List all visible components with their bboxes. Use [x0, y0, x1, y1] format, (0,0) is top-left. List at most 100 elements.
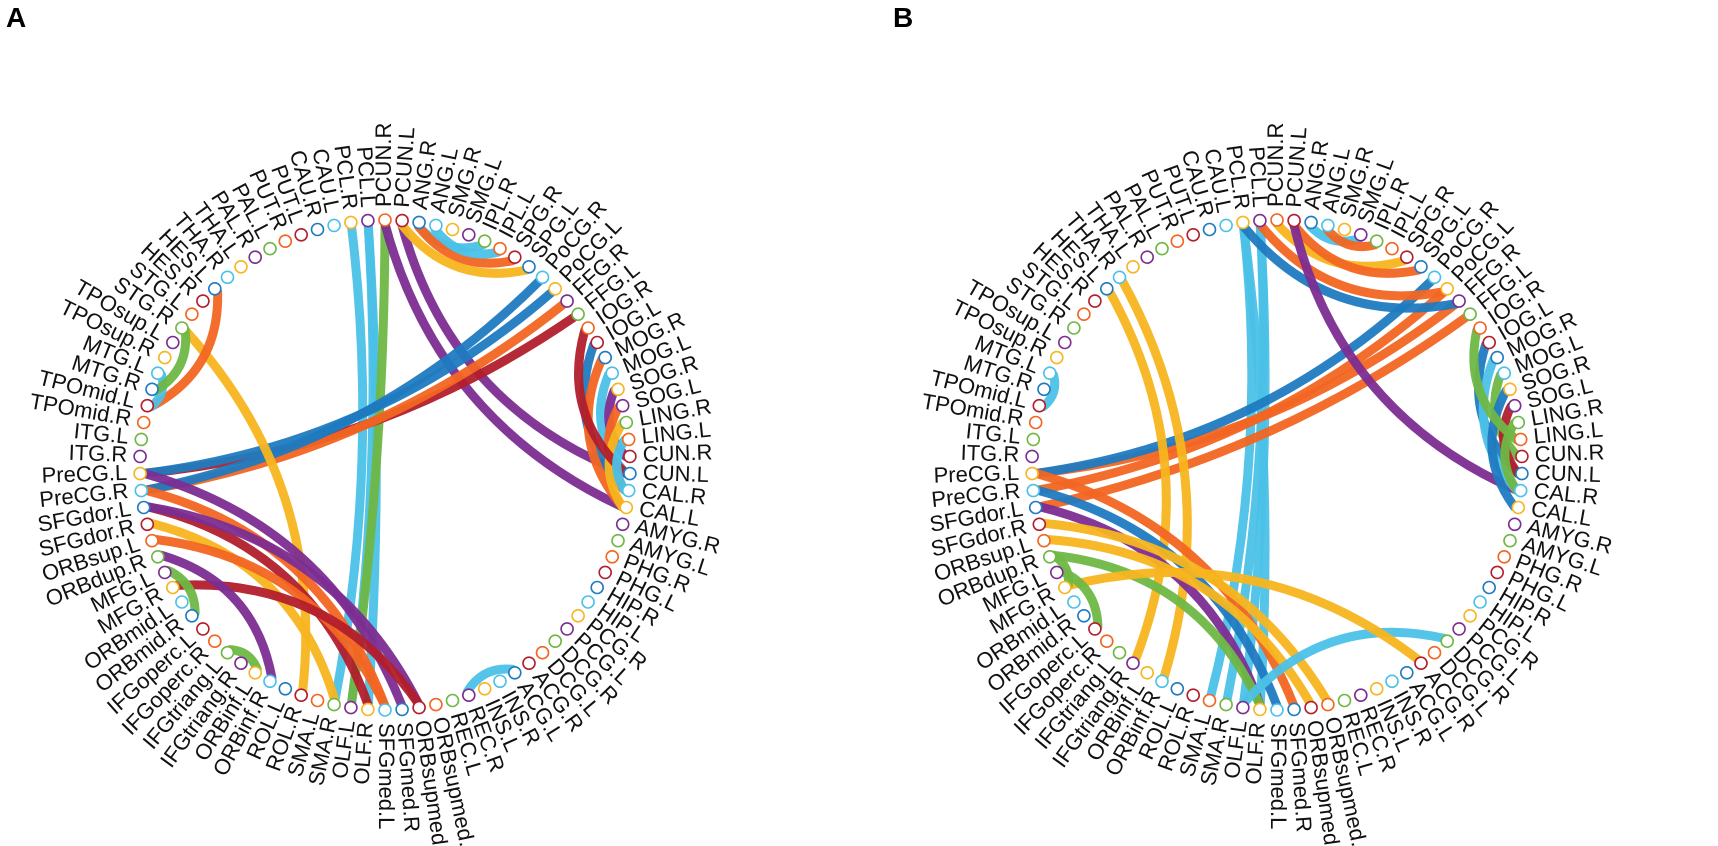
node-marker	[185, 307, 199, 322]
node-marker	[1270, 703, 1284, 717]
node-marker	[327, 218, 341, 233]
node-marker	[1170, 681, 1185, 696]
node-marker	[151, 366, 165, 381]
node-marker	[1511, 415, 1526, 430]
node-marker	[507, 665, 522, 680]
node-marker	[294, 688, 309, 703]
node-marker	[412, 700, 426, 715]
chord-link	[462, 664, 518, 696]
chord-link	[1469, 325, 1522, 445]
chord-diagram-b: PCUN.RPCUN.LANG.RANG.LSMG.RSMG.LIPL.RIPL…	[920, 123, 1615, 846]
chord-link	[604, 418, 627, 512]
panel-a: A PCUN.R PCUN.L ANG.R ANG.L SMG.R SMG.L IPL.R I…	[6, 2, 723, 846]
node-marker	[1304, 215, 1318, 230]
labels-a: PCUN.RPCUN.LANG.RANG.LSMG.RSMG.LIPL.RIPL…	[28, 123, 723, 846]
panel-b-letter: B	[893, 2, 914, 33]
node-label: ITG.L	[965, 418, 1022, 449]
node-marker	[1155, 241, 1169, 256]
node-marker	[1219, 697, 1233, 712]
chord-link	[414, 221, 518, 268]
node-marker	[1369, 234, 1384, 248]
node-label: CUN.L	[642, 460, 709, 487]
node-marker	[1369, 681, 1384, 696]
node-marker	[623, 449, 637, 464]
node-marker	[1026, 483, 1041, 498]
node-marker	[1088, 294, 1102, 308]
node-marker	[1253, 702, 1267, 717]
node-marker	[220, 270, 235, 285]
panel-b: B PCUN.R PCUN.L ANG.R ANG.L SMG.R SMG.L IPL.R I…	[859, 0, 1718, 846]
node-marker	[621, 483, 636, 498]
chord-link	[574, 325, 631, 478]
node-marker	[208, 281, 222, 296]
node-marker	[1497, 549, 1512, 564]
node-marker	[1077, 307, 1091, 322]
node-marker	[1088, 622, 1102, 636]
node-label: PCL.L	[352, 146, 381, 209]
node-marker	[507, 250, 522, 265]
node-marker	[166, 335, 180, 350]
node-marker	[344, 700, 358, 715]
node-marker	[136, 415, 151, 430]
node-label: CUN.R	[1534, 439, 1605, 466]
node-marker	[548, 634, 563, 649]
links-a	[139, 219, 631, 711]
node-label: SFGmed.L	[374, 723, 399, 829]
node-marker	[1043, 549, 1057, 564]
chord-diagram-a: PCUN.RPCUN.LANG.RANG.LSMG.RSMG.LIPL.RIPL…	[28, 123, 723, 846]
node-marker	[1337, 222, 1352, 237]
chord-link	[151, 325, 191, 395]
chord-link	[151, 535, 390, 711]
node-marker	[1202, 693, 1217, 708]
node-marker	[1112, 270, 1127, 285]
node-marker	[263, 674, 277, 689]
node-marker	[1058, 335, 1072, 350]
node-marker	[429, 218, 443, 233]
node-marker	[535, 270, 550, 285]
node-marker	[605, 549, 620, 564]
node-marker	[1028, 415, 1043, 430]
chord-link	[1049, 550, 1265, 710]
node-marker	[361, 213, 375, 228]
node-marker	[1304, 700, 1318, 715]
chord-link	[1487, 386, 1519, 512]
node-marker	[294, 228, 309, 242]
chord-link	[612, 435, 630, 495]
node-marker	[234, 259, 248, 274]
node-marker	[1337, 693, 1352, 708]
node-marker	[1414, 259, 1428, 274]
node-marker	[445, 222, 460, 237]
node-marker	[619, 415, 634, 430]
node-marker	[1236, 700, 1250, 715]
node-marker	[1028, 500, 1043, 515]
node-marker	[1050, 350, 1064, 365]
node-marker	[429, 697, 443, 712]
chord-link	[143, 502, 423, 709]
node-label: PCUN.L	[1281, 126, 1312, 208]
node-marker	[1399, 665, 1414, 680]
node-marker	[1202, 222, 1217, 237]
node-label: ITG.L	[73, 418, 130, 449]
node-marker	[1287, 213, 1301, 228]
chord-link	[430, 224, 503, 259]
node-marker	[327, 697, 341, 712]
links-b	[1031, 219, 1523, 711]
node-marker	[1270, 213, 1284, 227]
node-marker	[1126, 656, 1140, 671]
node-marker	[611, 533, 625, 548]
node-marker	[598, 350, 613, 365]
node-marker	[1126, 259, 1140, 274]
node-marker	[1140, 250, 1155, 265]
node-marker	[1490, 350, 1505, 365]
node-marker	[615, 517, 630, 532]
node-marker	[1058, 580, 1072, 595]
panel-a-letter: A	[6, 2, 27, 33]
node-label: PreCG.L	[41, 460, 127, 488]
node-marker	[395, 702, 409, 717]
node-label: ITG.R	[68, 440, 128, 467]
node-marker	[133, 466, 147, 481]
node-marker	[477, 234, 492, 248]
node-marker	[1515, 466, 1529, 481]
node-marker	[548, 281, 563, 296]
node-marker	[522, 259, 536, 274]
